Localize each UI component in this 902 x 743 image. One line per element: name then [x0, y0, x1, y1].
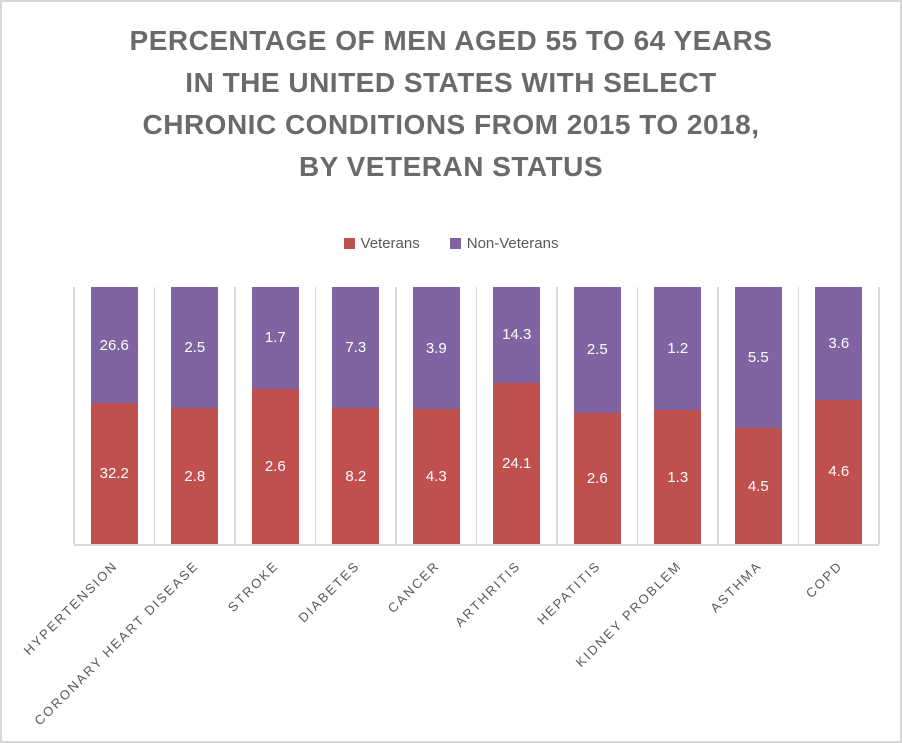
veterans-segment: 4.5 [734, 428, 782, 544]
category-gridline [234, 287, 236, 544]
non-veterans-value-label: 1.7 [264, 329, 286, 347]
non-veterans-segment: 7.3 [332, 287, 380, 409]
stacked-bar-cancer: 3.9 4.3 [412, 287, 460, 544]
veterans-segment: 4.6 [815, 399, 863, 544]
chart-title-line: CHRONIC CONDITIONS FROM 2015 TO 2018, [142, 109, 760, 140]
legend-item-veterans: Veterans [343, 235, 420, 252]
category-gridline [314, 287, 317, 544]
legend-label: Non-Veterans [466, 235, 559, 252]
stacked-bar-hypertension: 26.6 32.2 [90, 287, 138, 544]
stacked-bar-stroke: 1.7 2.6 [251, 287, 299, 544]
chart-title: PERCENTAGE OF MEN AGED 55 TO 64 YEARS IN… [2, 20, 900, 188]
non-veterans-value-label: 26.6 [99, 336, 129, 354]
non-veterans-segment: 2.5 [573, 287, 621, 413]
non-veterans-swatch-icon [449, 238, 461, 249]
plot-area: 26.6 32.2 2.5 2.8 1.7 2.6 7.3 8.2 3.9 4.3 14.3 24.1… [73, 287, 880, 546]
veterans-segment: 2.6 [251, 388, 299, 544]
veterans-value-label: 24.1 [502, 454, 532, 472]
stacked-bar-asthma: 5.5 4.5 [734, 287, 782, 544]
veterans-value-label: 2.8 [184, 467, 206, 485]
non-veterans-value-label: 3.9 [425, 339, 447, 357]
chart-title-line: IN THE UNITED STATES WITH SELECT [185, 67, 717, 98]
legend: Veterans Non-Veterans [2, 235, 900, 252]
category-gridline [395, 287, 397, 544]
veterans-value-label: 4.3 [425, 468, 447, 486]
non-veterans-value-label: 1.2 [667, 340, 689, 358]
chart-title-line: BY VETERAN STATUS [298, 151, 604, 182]
category-gridline [717, 287, 719, 544]
veterans-segment: 2.8 [171, 408, 219, 544]
veterans-segment: 2.6 [573, 412, 621, 544]
veterans-segment: 32.2 [90, 403, 138, 544]
stacked-bar-coronary-heart-disease: 2.5 2.8 [171, 287, 219, 544]
non-veterans-segment: 1.2 [654, 287, 702, 411]
stacked-bar-copd: 3.6 4.6 [815, 287, 863, 544]
stacked-bar-hepatitis: 2.5 2.6 [573, 287, 621, 544]
veterans-segment: 4.3 [412, 409, 460, 544]
non-veterans-segment: 26.6 [90, 287, 138, 404]
legend-item-non-veterans: Non-Veterans [449, 235, 559, 252]
legend-label: Veterans [360, 235, 420, 252]
chart-title-line: PERCENTAGE OF MEN AGED 55 TO 64 YEARS [129, 25, 773, 56]
non-veterans-segment: 3.9 [412, 287, 460, 410]
x-axis-labels: HYPERTENSION CORONARY HEART DISEASE STROKE… [21, 550, 879, 741]
category-gridline [153, 287, 156, 544]
category-gridline [556, 287, 558, 544]
non-veterans-value-label: 7.3 [345, 339, 367, 357]
veterans-segment: 8.2 [332, 408, 380, 544]
non-veterans-value-label: 2.5 [586, 341, 608, 359]
non-veterans-value-label: 3.6 [828, 334, 850, 352]
category-gridline [73, 287, 75, 544]
veterans-value-label: 2.6 [586, 469, 608, 487]
non-veterans-segment: 2.5 [171, 287, 219, 409]
category-gridline [475, 287, 478, 544]
category-gridline [797, 287, 800, 544]
veterans-value-label: 4.6 [828, 463, 850, 481]
non-veterans-value-label: 2.5 [184, 339, 206, 357]
veterans-value-label: 8.2 [345, 467, 367, 485]
non-veterans-segment: 5.5 [734, 287, 782, 429]
x-axis-line [74, 544, 879, 546]
stacked-bar-arthritis: 14.3 24.1 [493, 287, 541, 544]
non-veterans-segment: 1.7 [251, 287, 299, 389]
non-veterans-value-label: 14.3 [502, 326, 532, 344]
veterans-value-label: 32.2 [99, 465, 129, 483]
category-gridline [878, 287, 880, 544]
category-gridline [636, 287, 639, 544]
veterans-swatch-icon [343, 238, 355, 249]
veterans-value-label: 4.5 [747, 477, 769, 495]
veterans-segment: 1.3 [654, 410, 702, 544]
stacked-bar-kidney-problem: 1.2 1.3 [654, 287, 702, 544]
non-veterans-segment: 3.6 [815, 287, 863, 400]
non-veterans-segment: 14.3 [493, 287, 541, 383]
non-veterans-value-label: 5.5 [747, 349, 769, 367]
stacked-bar-diabetes: 7.3 8.2 [332, 287, 380, 544]
veterans-value-label: 1.3 [667, 468, 689, 486]
veterans-value-label: 2.6 [264, 457, 286, 475]
veterans-segment: 24.1 [493, 382, 541, 544]
